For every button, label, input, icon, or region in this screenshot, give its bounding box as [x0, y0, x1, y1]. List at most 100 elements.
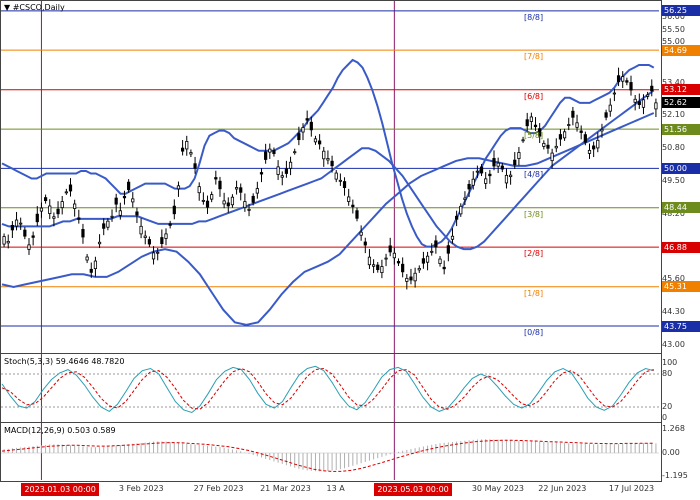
candle-body [114, 197, 118, 205]
stoch-main-line [1, 365, 654, 414]
candle-body [359, 231, 363, 236]
candle-body [102, 223, 106, 229]
candle-body [193, 163, 197, 169]
price-axis-label: 55.50 [662, 24, 685, 34]
time-axis-label: 13 A [326, 484, 345, 493]
candle-body [538, 128, 542, 137]
candle-body [64, 191, 68, 194]
candle-body [239, 187, 243, 193]
candle-body [131, 198, 135, 203]
candle-body [39, 207, 44, 212]
candle-body [554, 145, 558, 149]
price-level-tag: 46.88 [662, 241, 700, 253]
collapse-triangle-icon[interactable]: ▼ [4, 3, 11, 12]
candle-body [401, 263, 405, 273]
candle-body [230, 196, 235, 206]
candle-body [318, 140, 322, 145]
candle-body [371, 264, 376, 267]
candle-body [629, 82, 633, 91]
stochastic-panel[interactable] [0, 353, 662, 423]
candle-body [276, 166, 280, 175]
candle-body [484, 178, 488, 184]
candle-body [496, 162, 500, 167]
price-level-tag: 45.31 [662, 281, 700, 293]
candle-body [471, 178, 475, 186]
macd-axis-label: -1.195 [662, 470, 688, 480]
candle-body [405, 277, 409, 282]
bollinger-middle-band [1, 89, 655, 251]
candle-body [288, 161, 293, 169]
candle-body [579, 130, 583, 133]
murrey-level-label: [5/8] [524, 131, 544, 141]
candle-body [97, 241, 102, 245]
candle-body [612, 92, 617, 95]
candle-body [326, 158, 330, 161]
candle-body [234, 187, 239, 190]
candle-body [73, 203, 77, 209]
price-panel[interactable] [0, 0, 662, 354]
candle-body [546, 144, 550, 149]
candle-body [521, 139, 525, 142]
candle-body [604, 112, 608, 118]
stoch-axis-label: 20 [662, 402, 673, 411]
candle-body [293, 151, 297, 154]
candle-body [459, 205, 463, 215]
candle-body [367, 256, 372, 266]
candle-body [27, 244, 31, 250]
murrey-level-label: [1/8] [524, 288, 544, 298]
candle-body [363, 241, 367, 246]
stoch-signal-line [1, 367, 654, 410]
candle-body [575, 122, 579, 128]
candle-body [139, 225, 143, 235]
candle-body [409, 276, 413, 281]
price-level-tag: 53.12 [662, 84, 700, 96]
price-axis-label: 53.40 [662, 77, 685, 87]
macd-axis-label: 1.268 [662, 423, 685, 433]
candle-body [106, 220, 110, 228]
candle-body [529, 116, 533, 122]
candle-body [23, 229, 27, 237]
candle-body [297, 133, 301, 141]
candle-body [6, 240, 10, 244]
candle-body [625, 80, 629, 83]
candle-body [214, 177, 218, 180]
candle-body [222, 200, 226, 205]
candle-body [621, 76, 625, 82]
price-axis-label: 44.30 [662, 307, 685, 317]
candle-body [425, 255, 430, 263]
time-axis-label: 22 Jun 2023 [538, 484, 587, 493]
murrey-level-label: [0/8] [524, 328, 544, 338]
candle-body [151, 252, 156, 260]
candle-body [492, 158, 496, 167]
candle-body [110, 215, 114, 218]
candle-body [637, 101, 641, 106]
candle-body [247, 208, 251, 211]
candle-body [181, 147, 185, 152]
candle-body [201, 199, 205, 202]
candle-body [450, 235, 455, 240]
symbol-title-text: #CSCO,Daily [12, 3, 65, 12]
candle-body [417, 268, 421, 271]
symbol-title: ▼ #CSCO,Daily [4, 3, 65, 12]
macd-axis-label: 0.00 [662, 448, 680, 457]
candle-body [243, 201, 247, 209]
price-axis-label: 55.00 [662, 37, 685, 47]
candle-body [616, 75, 621, 83]
candle-body [313, 138, 318, 143]
candle-body [43, 197, 48, 202]
price-axis-label: 56.00 [662, 12, 685, 22]
stochastic-title: Stoch(5,3,3) 59.4646 48.7820 [4, 357, 125, 366]
price-level-tag: 48.44 [662, 202, 700, 214]
candle-body [68, 184, 73, 192]
candle-body [143, 235, 147, 238]
candle-body [351, 204, 355, 208]
candle-body [587, 149, 592, 154]
candle-body [446, 245, 450, 254]
price-axis-label: 49.50 [662, 176, 685, 186]
price-axis-label: 48.20 [662, 208, 685, 218]
candle-body [322, 150, 326, 160]
candle-body [89, 268, 93, 273]
candle-body [392, 252, 396, 259]
candle-body [347, 196, 351, 202]
